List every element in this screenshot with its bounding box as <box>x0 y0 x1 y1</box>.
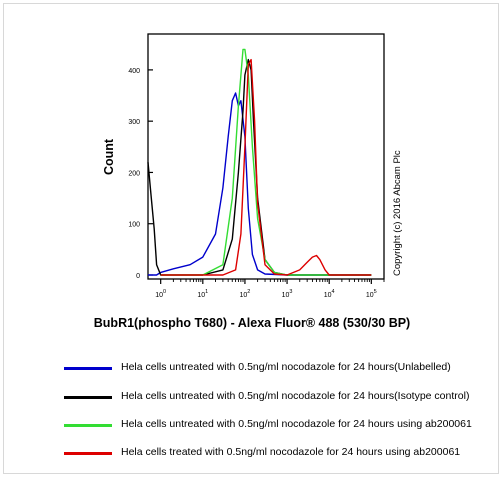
x-tick-label: 103 <box>282 289 293 299</box>
y-tick-label: 0 <box>136 273 140 280</box>
histogram-plot: 0 100 200 300 400 100 101 102 103 104 105 Count C… <box>102 33 403 299</box>
legend-label: Hela cells untreated with 0.5ng/ml nocod… <box>121 418 472 430</box>
x-tick-label: 101 <box>197 289 208 299</box>
y-tick-label: 100 <box>128 222 140 229</box>
legend-item: Hela cells untreated with 0.5ng/ml nocod… <box>64 361 481 373</box>
legend-swatch <box>64 367 112 370</box>
x-axis-ticks: 100 101 102 103 104 105 <box>155 279 385 299</box>
x-tick-label: 100 <box>155 289 166 299</box>
copyright-notice: Copyright (c) 2016 Abcam Plc <box>392 150 403 276</box>
y-axis-label: Count <box>102 138 116 175</box>
series-line <box>148 92 372 276</box>
legend-item: Hela cells treated with 0.5ng/ml nocodaz… <box>64 446 481 458</box>
x-axis-label: BubR1(phospho T680) - Alexa Fluor® 488 (… <box>93 316 411 330</box>
figure-frame <box>3 3 499 474</box>
y-tick-label: 300 <box>128 119 140 126</box>
x-tick-label: 104 <box>324 289 335 299</box>
legend-item: Hela cells untreated with 0.5ng/ml nocod… <box>64 390 481 402</box>
legend-swatch <box>64 396 112 399</box>
x-tick-label: 105 <box>366 289 377 299</box>
legend-swatch <box>64 452 112 455</box>
legend-label: Hela cells untreated with 0.5ng/ml nocod… <box>121 390 470 402</box>
legend-label: Hela cells untreated with 0.5ng/ml nocod… <box>121 361 451 373</box>
plot-area-border <box>147 33 385 280</box>
legend-swatch <box>64 424 112 427</box>
y-tick-label: 200 <box>128 170 140 177</box>
series-line <box>160 58 372 276</box>
series-lines <box>147 48 372 276</box>
y-tick-label: 400 <box>128 68 140 75</box>
series-line <box>147 58 372 276</box>
legend-label: Hela cells treated with 0.5ng/ml nocodaz… <box>121 446 461 458</box>
legend-item: Hela cells untreated with 0.5ng/ml nocod… <box>64 418 481 430</box>
series-line <box>160 48 372 276</box>
x-tick-label: 102 <box>240 289 251 299</box>
